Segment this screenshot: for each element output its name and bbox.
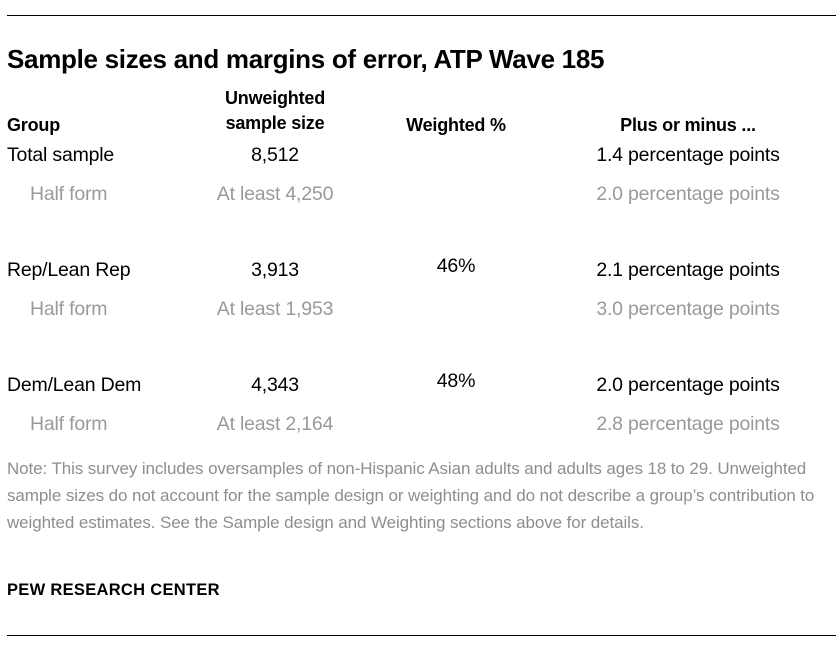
top-rule (7, 15, 836, 16)
sample-size-cell: At least 1,953 (216, 298, 334, 320)
bottom-rule (7, 635, 836, 636)
group-cell: Half form (30, 298, 108, 320)
sample-size-cell: 4,343 (251, 374, 299, 396)
col-header-line2: sample size (225, 113, 325, 133)
group-cell: Half form (30, 413, 108, 435)
table-header-row: Group Unweighted sample size Weighted % … (7, 84, 833, 136)
col-header-weighted-pct: Weighted % (406, 115, 506, 135)
figure-title: Sample sizes and margins of error, ATP W… (7, 44, 605, 74)
sample-size-cell: 3,913 (251, 259, 299, 281)
col-header-plus-or-minus: Plus or minus ... (620, 115, 756, 135)
note-line: sections above for details. (449, 513, 644, 532)
table-row-dem-lean-dem: Dem/Lean Dem 4,343 48% 2.0 percentage po… (7, 366, 833, 405)
sample-size-cell: 8,512 (251, 144, 299, 166)
note-line: Note: This survey includes oversamples o… (7, 459, 685, 478)
note-text: Note: This survey includes oversamples o… (7, 455, 840, 536)
source-label: PEW RESEARCH CENTER (7, 581, 220, 599)
margin-of-error-cell: 3.0 percentage points (596, 298, 780, 320)
sample-size-cell: At least 4,250 (216, 183, 334, 205)
weighted-pct-cell: 46% (436, 255, 476, 277)
col-header-line1: Unweighted (225, 88, 325, 108)
group-cell: Half form (30, 183, 108, 205)
group-cell: Rep/Lean Rep (7, 259, 131, 281)
sample-size-cell: At least 2,164 (216, 413, 334, 435)
margin-of-error-cell: 2.8 percentage points (596, 413, 780, 435)
col-header-unweighted-sample-size: Unweighted sample size (195, 86, 355, 136)
group-cell: Total sample (7, 144, 115, 166)
table-section-dem: Dem/Lean Dem 4,343 48% 2.0 percentage po… (7, 366, 833, 444)
note-line: 29. Unweighted sample sizes do not accou… (7, 459, 807, 505)
margin-of-error-cell: 2.0 percentage points (596, 183, 780, 205)
table-row-rep-half-form: Half form At least 1,953 3.0 percentage … (7, 290, 833, 329)
table-section-total: Total sample 8,512 1.4 percentage points… (7, 136, 833, 214)
col-header-group: Group (7, 115, 60, 135)
table-row-dem-half-form: Half form At least 2,164 2.8 percentage … (7, 405, 833, 444)
weighted-pct-cell: 48% (436, 370, 476, 392)
group-cell: Dem/Lean Dem (7, 374, 142, 396)
table-row-total-sample: Total sample 8,512 1.4 percentage points (7, 136, 833, 175)
margin-of-error-cell: 1.4 percentage points (596, 144, 780, 166)
table-section-rep: Rep/Lean Rep 3,913 46% 2.1 percentage po… (7, 251, 833, 329)
table-row-rep-lean-rep: Rep/Lean Rep 3,913 46% 2.1 percentage po… (7, 251, 833, 290)
margin-of-error-cell: 2.1 percentage points (596, 259, 780, 281)
note-line: describe a group’s contribution to weigh… (7, 486, 815, 532)
sample-size-table: Group Unweighted sample size Weighted % … (7, 84, 833, 444)
margin-of-error-cell: 2.0 percentage points (596, 374, 780, 396)
table-row-total-half-form: Half form At least 4,250 2.0 percentage … (7, 175, 833, 214)
